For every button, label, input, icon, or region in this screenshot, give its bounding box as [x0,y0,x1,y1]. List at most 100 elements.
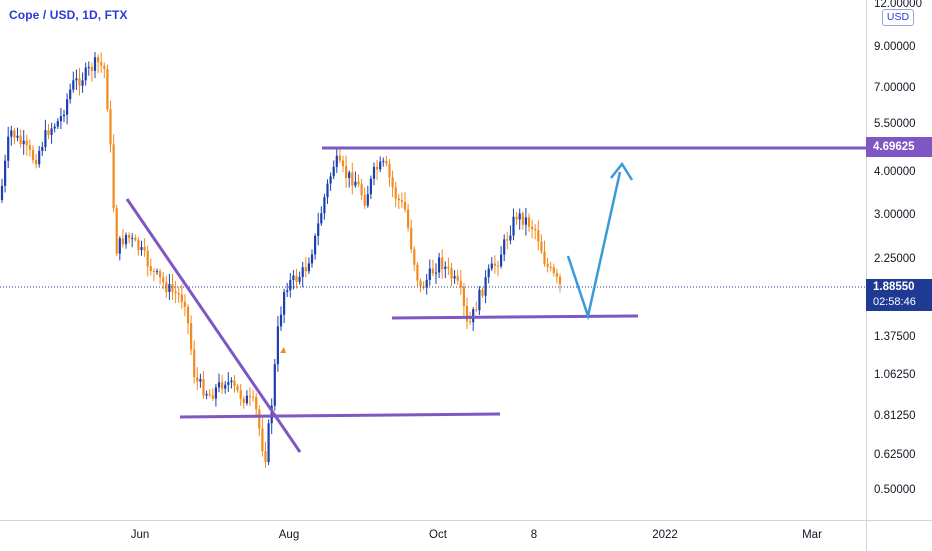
price-tick: 3.00000 [874,209,916,221]
candle-body [264,451,267,462]
candle-body [106,68,109,110]
price-tick: 5.50000 [874,118,916,130]
candle-body [555,273,558,277]
candle-body [118,238,121,254]
candle-body [531,226,534,229]
candle-body [326,183,329,198]
price-tick: 4.00000 [874,166,916,178]
candle-body [310,254,314,264]
candle-body [124,234,128,245]
candle-body [534,228,537,231]
candle-body [338,155,341,161]
candle-body [28,145,31,150]
candle-body [0,185,4,200]
projection-arrow[interactable] [566,171,622,321]
candle-body [345,166,348,178]
candle-body [524,217,527,225]
candle-body [7,136,10,161]
candle-body [115,208,118,254]
candle-body [183,301,186,307]
candle-body [81,80,84,86]
candle-body [72,80,75,90]
candle-body [379,161,382,170]
price-tick: 0.62500 [874,449,916,461]
candle-body [87,66,90,68]
candle-body [190,323,193,350]
candle-body [500,254,503,267]
candle-body [137,239,140,251]
candle-body [273,364,276,406]
candle-body [13,130,16,138]
candle-body [335,155,338,167]
candle-body [134,237,137,240]
candle-body [515,216,518,220]
candlestick-series [0,52,562,468]
candle-body [221,382,224,389]
candle-body [552,267,555,274]
mid-support-line[interactable] [391,314,639,320]
candle-body [298,276,301,282]
price-tick: 9.00000 [874,41,916,53]
candle-body [112,144,115,209]
last-price-value: 1.88550 [873,281,915,293]
candle-body [456,276,459,281]
candle-body [245,395,248,404]
candle-body [438,257,441,273]
downtrend-line[interactable] [125,198,302,453]
candle-body [177,293,180,295]
candle-body [431,268,434,274]
candle-body [512,216,515,236]
candle-body [416,264,419,281]
candle-body [453,276,456,279]
candle-body [317,223,320,236]
time-tick: Mar [802,529,822,541]
candle-body [186,306,190,324]
candle-body [558,276,562,285]
candle-body [484,277,487,296]
candle-body [462,287,465,306]
time-tick: 2022 [652,529,678,541]
candle-body [407,209,410,228]
candle-body [255,397,258,410]
candle-body [469,321,472,323]
candle-body [478,289,481,311]
price-tick: 1.06250 [874,369,916,381]
price-chart[interactable] [0,0,866,520]
lower-support-line[interactable] [179,412,501,419]
last-price-label: 1.88550 02:58:46 [866,279,932,311]
candle-body [543,251,546,264]
candle-body [267,423,270,462]
candle-body [41,146,44,151]
candle-body [174,291,177,294]
price-axis[interactable]: 12.00000 9.00000 7.00000 5.50000 4.00000… [866,0,932,520]
candle-body [227,382,230,385]
currency-badge[interactable]: USD [882,9,914,26]
candle-body [506,239,509,241]
candle-body [10,130,13,137]
candle-body [521,213,524,225]
candle-body [341,160,345,167]
candle-body [441,257,444,269]
candle-body [372,166,376,179]
time-axis[interactable]: Jun Aug Oct 8 2022 Mar [0,520,866,551]
candle-body [403,201,407,210]
candle-body [419,280,422,287]
candle-body [149,266,152,272]
candle-body [428,268,431,280]
candle-body [301,267,304,277]
candle-body [69,89,72,100]
candle-body [450,267,453,279]
candle-body [233,380,236,387]
price-tick: 0.81250 [874,410,916,422]
marker-triangle-icon [280,347,286,353]
candle-body [152,271,155,273]
candle-body [394,187,397,199]
time-tick: Aug [278,529,300,541]
candle-body [56,121,59,127]
candle-body [314,235,317,255]
candle-body [214,387,217,399]
chart-canvas[interactable]: Cope / USD, 1D, FTX [0,0,866,520]
candle-body [447,266,450,268]
candle-body [38,150,41,165]
candle-body [487,268,490,278]
